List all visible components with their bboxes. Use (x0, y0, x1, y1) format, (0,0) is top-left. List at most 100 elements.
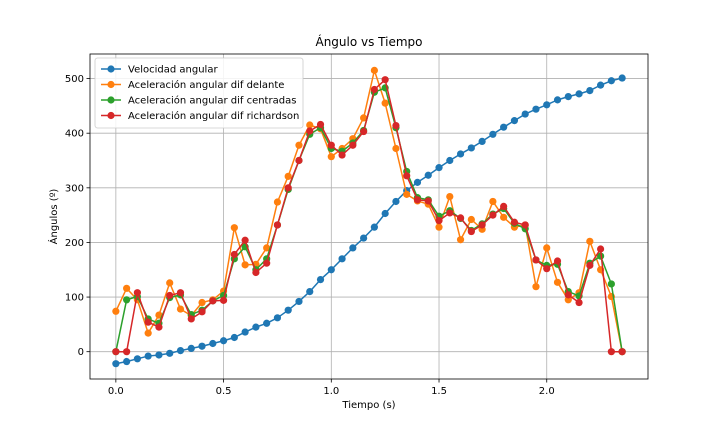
data-point (456, 214, 465, 222)
data-point (155, 311, 163, 319)
data-point (327, 266, 335, 274)
x-axis-label: Tiempo (s) (341, 400, 395, 411)
data-point (510, 218, 519, 226)
legend-marker (107, 65, 115, 73)
data-point (252, 268, 260, 277)
x-tick-label: 1.0 (323, 386, 339, 397)
data-point (392, 144, 400, 153)
data-point (607, 77, 615, 85)
plot-frame (89, 53, 649, 380)
data-point (327, 153, 335, 161)
legend-marker (107, 111, 115, 120)
data-point (478, 221, 486, 229)
data-point (553, 278, 562, 286)
data-point (500, 123, 508, 131)
data-point (112, 348, 120, 356)
data-point (370, 85, 378, 94)
data-point (403, 172, 411, 180)
data-point (564, 93, 572, 101)
data-point (403, 190, 411, 198)
data-point (597, 245, 605, 253)
data-point (209, 297, 217, 305)
data-point (166, 279, 174, 287)
data-point (446, 192, 454, 201)
data-point (575, 90, 583, 98)
data-point (532, 105, 540, 113)
data-point (176, 289, 185, 297)
data-point (575, 298, 583, 307)
data-point (586, 237, 594, 245)
data-point (284, 184, 292, 192)
data-point (338, 255, 346, 263)
data-point (349, 141, 357, 149)
data-point (198, 298, 206, 307)
data-point (295, 156, 303, 165)
data-point (230, 333, 238, 342)
data-point (198, 342, 206, 350)
data-point (123, 357, 131, 366)
data-point (252, 323, 260, 331)
data-point (532, 256, 540, 264)
data-point (166, 349, 174, 357)
data-point (618, 348, 626, 356)
x-tick-label: 0.5 (216, 386, 232, 397)
data-point (338, 151, 346, 159)
y-tick-label: 400 (65, 129, 84, 140)
y-tick-label: 500 (65, 74, 84, 85)
data-point (424, 197, 432, 205)
data-point (187, 315, 195, 323)
data-point (500, 213, 508, 221)
data-point (413, 178, 422, 186)
data-point (144, 329, 152, 337)
legend-marker (107, 96, 115, 104)
data-point (349, 244, 357, 252)
data-point (155, 351, 163, 359)
data-point (413, 196, 422, 204)
data-point (327, 141, 335, 149)
legend-entry: Aceleración angular dif delante (128, 79, 284, 91)
data-point (478, 137, 486, 145)
data-point (166, 291, 174, 300)
data-point (263, 259, 271, 267)
data-point (360, 114, 368, 122)
data-point (597, 81, 605, 89)
data-point (284, 306, 292, 314)
data-point (133, 289, 141, 297)
data-point (187, 344, 195, 353)
data-point (607, 280, 615, 288)
data-point (381, 209, 389, 218)
data-point (424, 171, 432, 179)
data-point (241, 261, 249, 269)
series-4 (112, 76, 626, 356)
data-point (607, 348, 615, 356)
data-point (510, 117, 519, 125)
data-point (564, 291, 572, 299)
data-point (263, 319, 271, 327)
data-point (467, 144, 475, 152)
data-point (241, 328, 249, 336)
data-point (521, 221, 529, 229)
data-point (284, 172, 292, 180)
data-point (370, 223, 378, 231)
data-point (155, 323, 163, 331)
data-point (360, 127, 368, 136)
data-point (360, 234, 368, 242)
data-point (306, 121, 314, 129)
y-tick-label: 200 (65, 238, 84, 249)
legend-entry: Aceleración angular dif richardson (128, 110, 299, 122)
data-point (198, 308, 206, 316)
grid-lines (90, 54, 648, 379)
legend-entry: Aceleración angular dif centradas (128, 95, 296, 107)
legend-box (94, 57, 304, 129)
data-point (381, 76, 389, 84)
data-point (144, 352, 152, 360)
data-point (435, 223, 443, 231)
legend-entry: Velocidad angular (128, 65, 218, 76)
data-point (241, 236, 249, 244)
data-point (435, 216, 443, 225)
data-point (456, 236, 465, 244)
data-point (306, 127, 314, 135)
data-point (521, 110, 529, 118)
data-point (112, 360, 120, 368)
